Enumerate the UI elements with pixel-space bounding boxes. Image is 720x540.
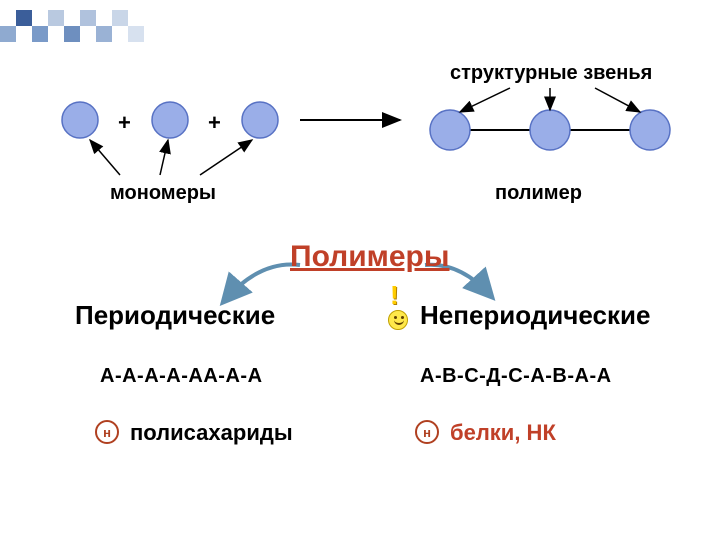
plus-sign-2: + [208,110,221,136]
nonperiodic-heading: Непериодические [420,300,650,331]
polymer-label: полимер [495,182,582,205]
monomers-label: мономеры [110,182,216,205]
polymers-title: Полимеры [290,240,449,274]
polysaccharides-label: полисахариды [130,420,293,446]
plus-sign-1: + [118,110,131,136]
smiley-icon [388,310,408,330]
structural-units-label: структурные звенья [450,62,652,85]
proteins-nk-label: белки, НК [450,420,556,446]
nonperiodic-sequence: А-В-С-Д-С-А-В-А-А [420,365,612,388]
marker-n-2: н [415,420,439,444]
periodic-heading: Периодические [75,300,275,331]
marker-n-1: н [95,420,119,444]
corner-decoration [0,0,180,50]
exclamation-icon: ! [390,280,399,311]
periodic-sequence: А-А-А-А-АА-А-А [100,365,263,388]
